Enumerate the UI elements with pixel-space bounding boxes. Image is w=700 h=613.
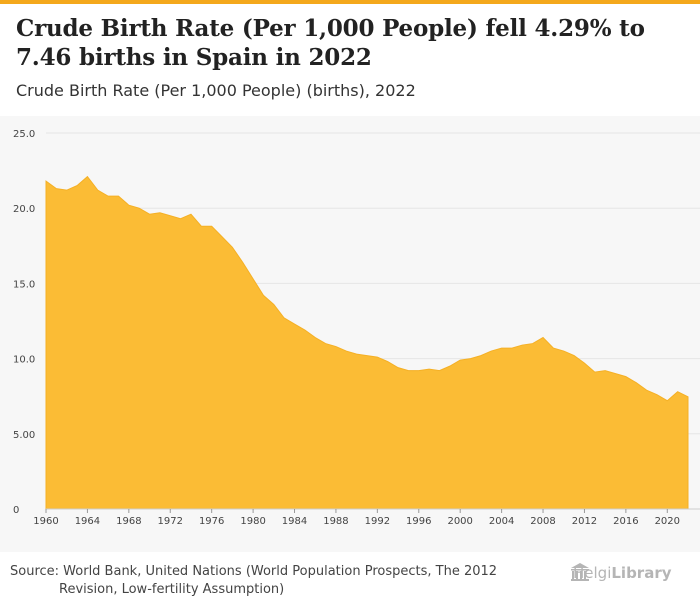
y-tick-label: 5.00 (13, 430, 35, 441)
x-tick-label: 1964 (75, 516, 100, 527)
source-note: Source: World Bank, United Nations (Worl… (10, 563, 530, 599)
x-tick-label: 1976 (199, 516, 224, 527)
x-axis: 1960 1964 1968 1972 1976 1980 1984 1988 1992 1996… (33, 508, 700, 527)
top-accent-bar (0, 0, 700, 4)
source-label: Source: (10, 564, 60, 579)
area-series (45, 175, 689, 510)
y-tick-label: 25.0 (13, 129, 35, 140)
x-tick-label: 1988 (323, 516, 348, 527)
y-tick-label: 0 (13, 505, 19, 516)
area-series-spain (45, 175, 689, 510)
x-tick-label: 1996 (406, 516, 431, 527)
chart-subtitle: Crude Birth Rate (Per 1,000 People) (bir… (16, 81, 416, 100)
building-icon (571, 563, 589, 581)
y-tick-label: 20.0 (13, 204, 35, 215)
y-tick-label: 15.0 (13, 279, 35, 290)
x-tick-label: 2000 (447, 516, 472, 527)
y-tick-label: 10.0 (13, 355, 35, 366)
source-text-line2: Revision, Low-fertility Assumption) (59, 582, 285, 597)
page-title: Crude Birth Rate (Per 1,000 People) fell… (16, 15, 645, 71)
x-tick-label: 2008 (530, 516, 555, 527)
x-tick-label: 2020 (655, 516, 680, 527)
x-tick-label: 1984 (282, 516, 307, 527)
x-tick-label: 2016 (613, 516, 638, 527)
chart-area: 0 5.00 10.0 15.0 20.0 25.0 1960 1964 1968 1972 19… (0, 116, 700, 552)
x-tick-label: 1980 (240, 516, 265, 527)
source-text-line1: World Bank, United Nations (World Popula… (63, 564, 498, 579)
x-tick-label: 2012 (572, 516, 597, 527)
logo-text-bold: Library (611, 564, 672, 582)
x-tick-label: 1972 (158, 516, 183, 527)
x-tick-label: 1992 (365, 516, 390, 527)
x-tick-label: 1968 (116, 516, 141, 527)
y-axis: 0 5.00 10.0 15.0 20.0 25.0 (13, 129, 35, 516)
logo-text-regular: Helgi (573, 564, 612, 582)
x-tick-label: 1960 (33, 516, 58, 527)
helgi-library-logo: Helgi Library (570, 563, 672, 583)
x-tick-label: 2004 (489, 516, 514, 527)
